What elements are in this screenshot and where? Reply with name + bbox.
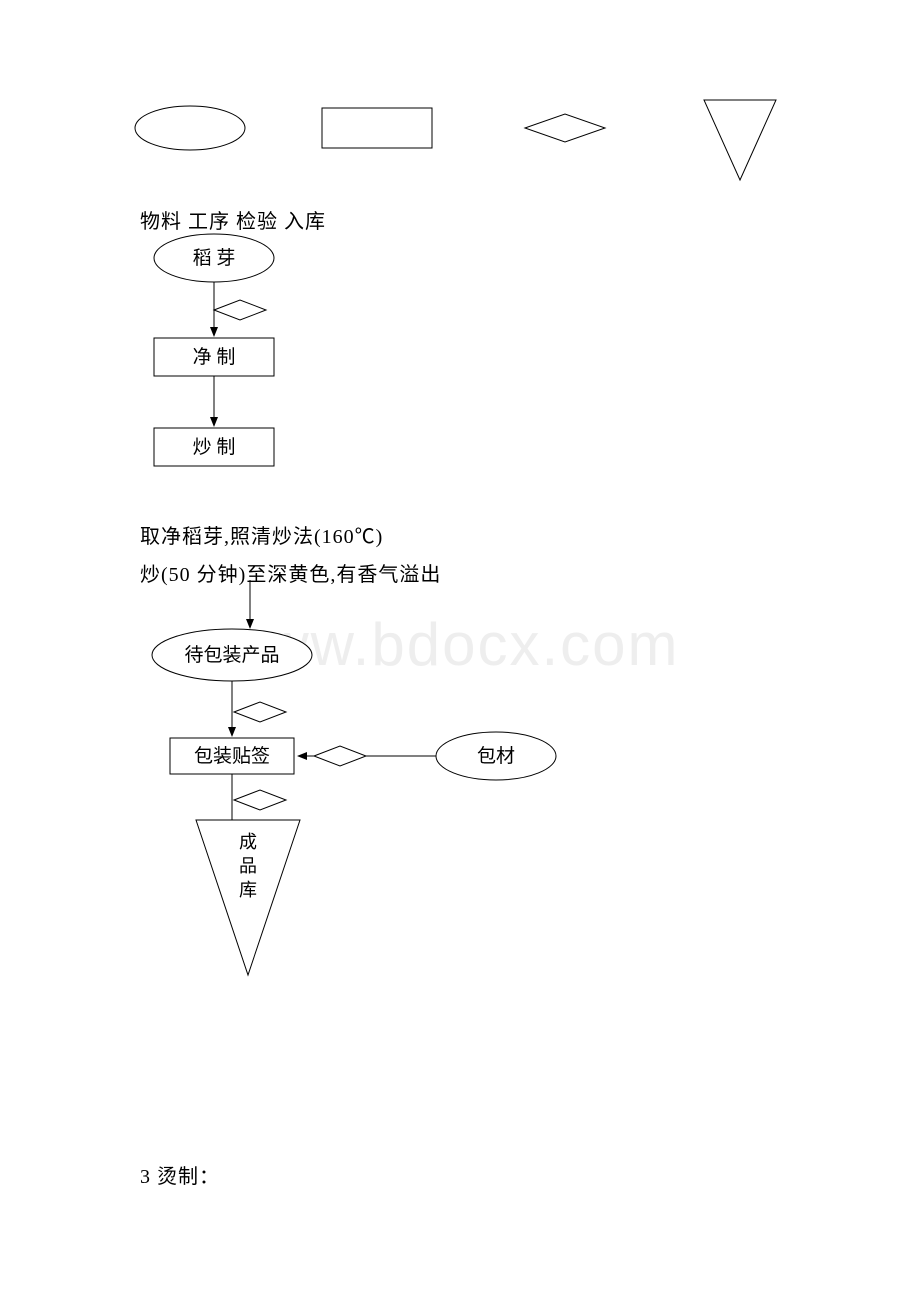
legend-diamond	[525, 114, 605, 142]
legend-svg: 稻 芽 净 制 炒 制 待包装产品 包装贴签 包材	[0, 0, 920, 1302]
legend-ellipse	[135, 106, 245, 150]
flow-mat-label: 包材	[477, 745, 515, 767]
legend-labels: 物料 工序 检验 入库	[140, 205, 326, 234]
flow-chk4	[234, 790, 286, 810]
flow-store-label-2: 品	[239, 856, 257, 876]
note-line-1: 取净稻芽,照清炒法(160℃)	[140, 520, 383, 549]
note-line-2: 炒(50 分钟)至深黄色,有香气溢出	[140, 558, 441, 587]
flow-start-label: 稻 芽	[193, 247, 236, 269]
flow-chk2	[234, 702, 286, 722]
legend-triangle	[704, 100, 776, 180]
flow-step2-label: 炒 制	[193, 436, 236, 458]
flow-chk3	[314, 746, 366, 766]
flow-prod-label: 待包装产品	[184, 644, 279, 666]
flow-step1-label: 净 制	[193, 346, 236, 368]
flow-store-label-3: 库	[239, 880, 257, 900]
bottom-section-text: 3 烫制：	[140, 1160, 220, 1189]
legend-rect	[322, 108, 432, 148]
page-root: www.bdocx.com 稻 芽 净 制 炒 制	[0, 0, 920, 1302]
flow-pack-label: 包装贴签	[194, 745, 270, 767]
flow-chk1	[214, 300, 266, 320]
flow-store-label-1: 成	[239, 832, 257, 852]
